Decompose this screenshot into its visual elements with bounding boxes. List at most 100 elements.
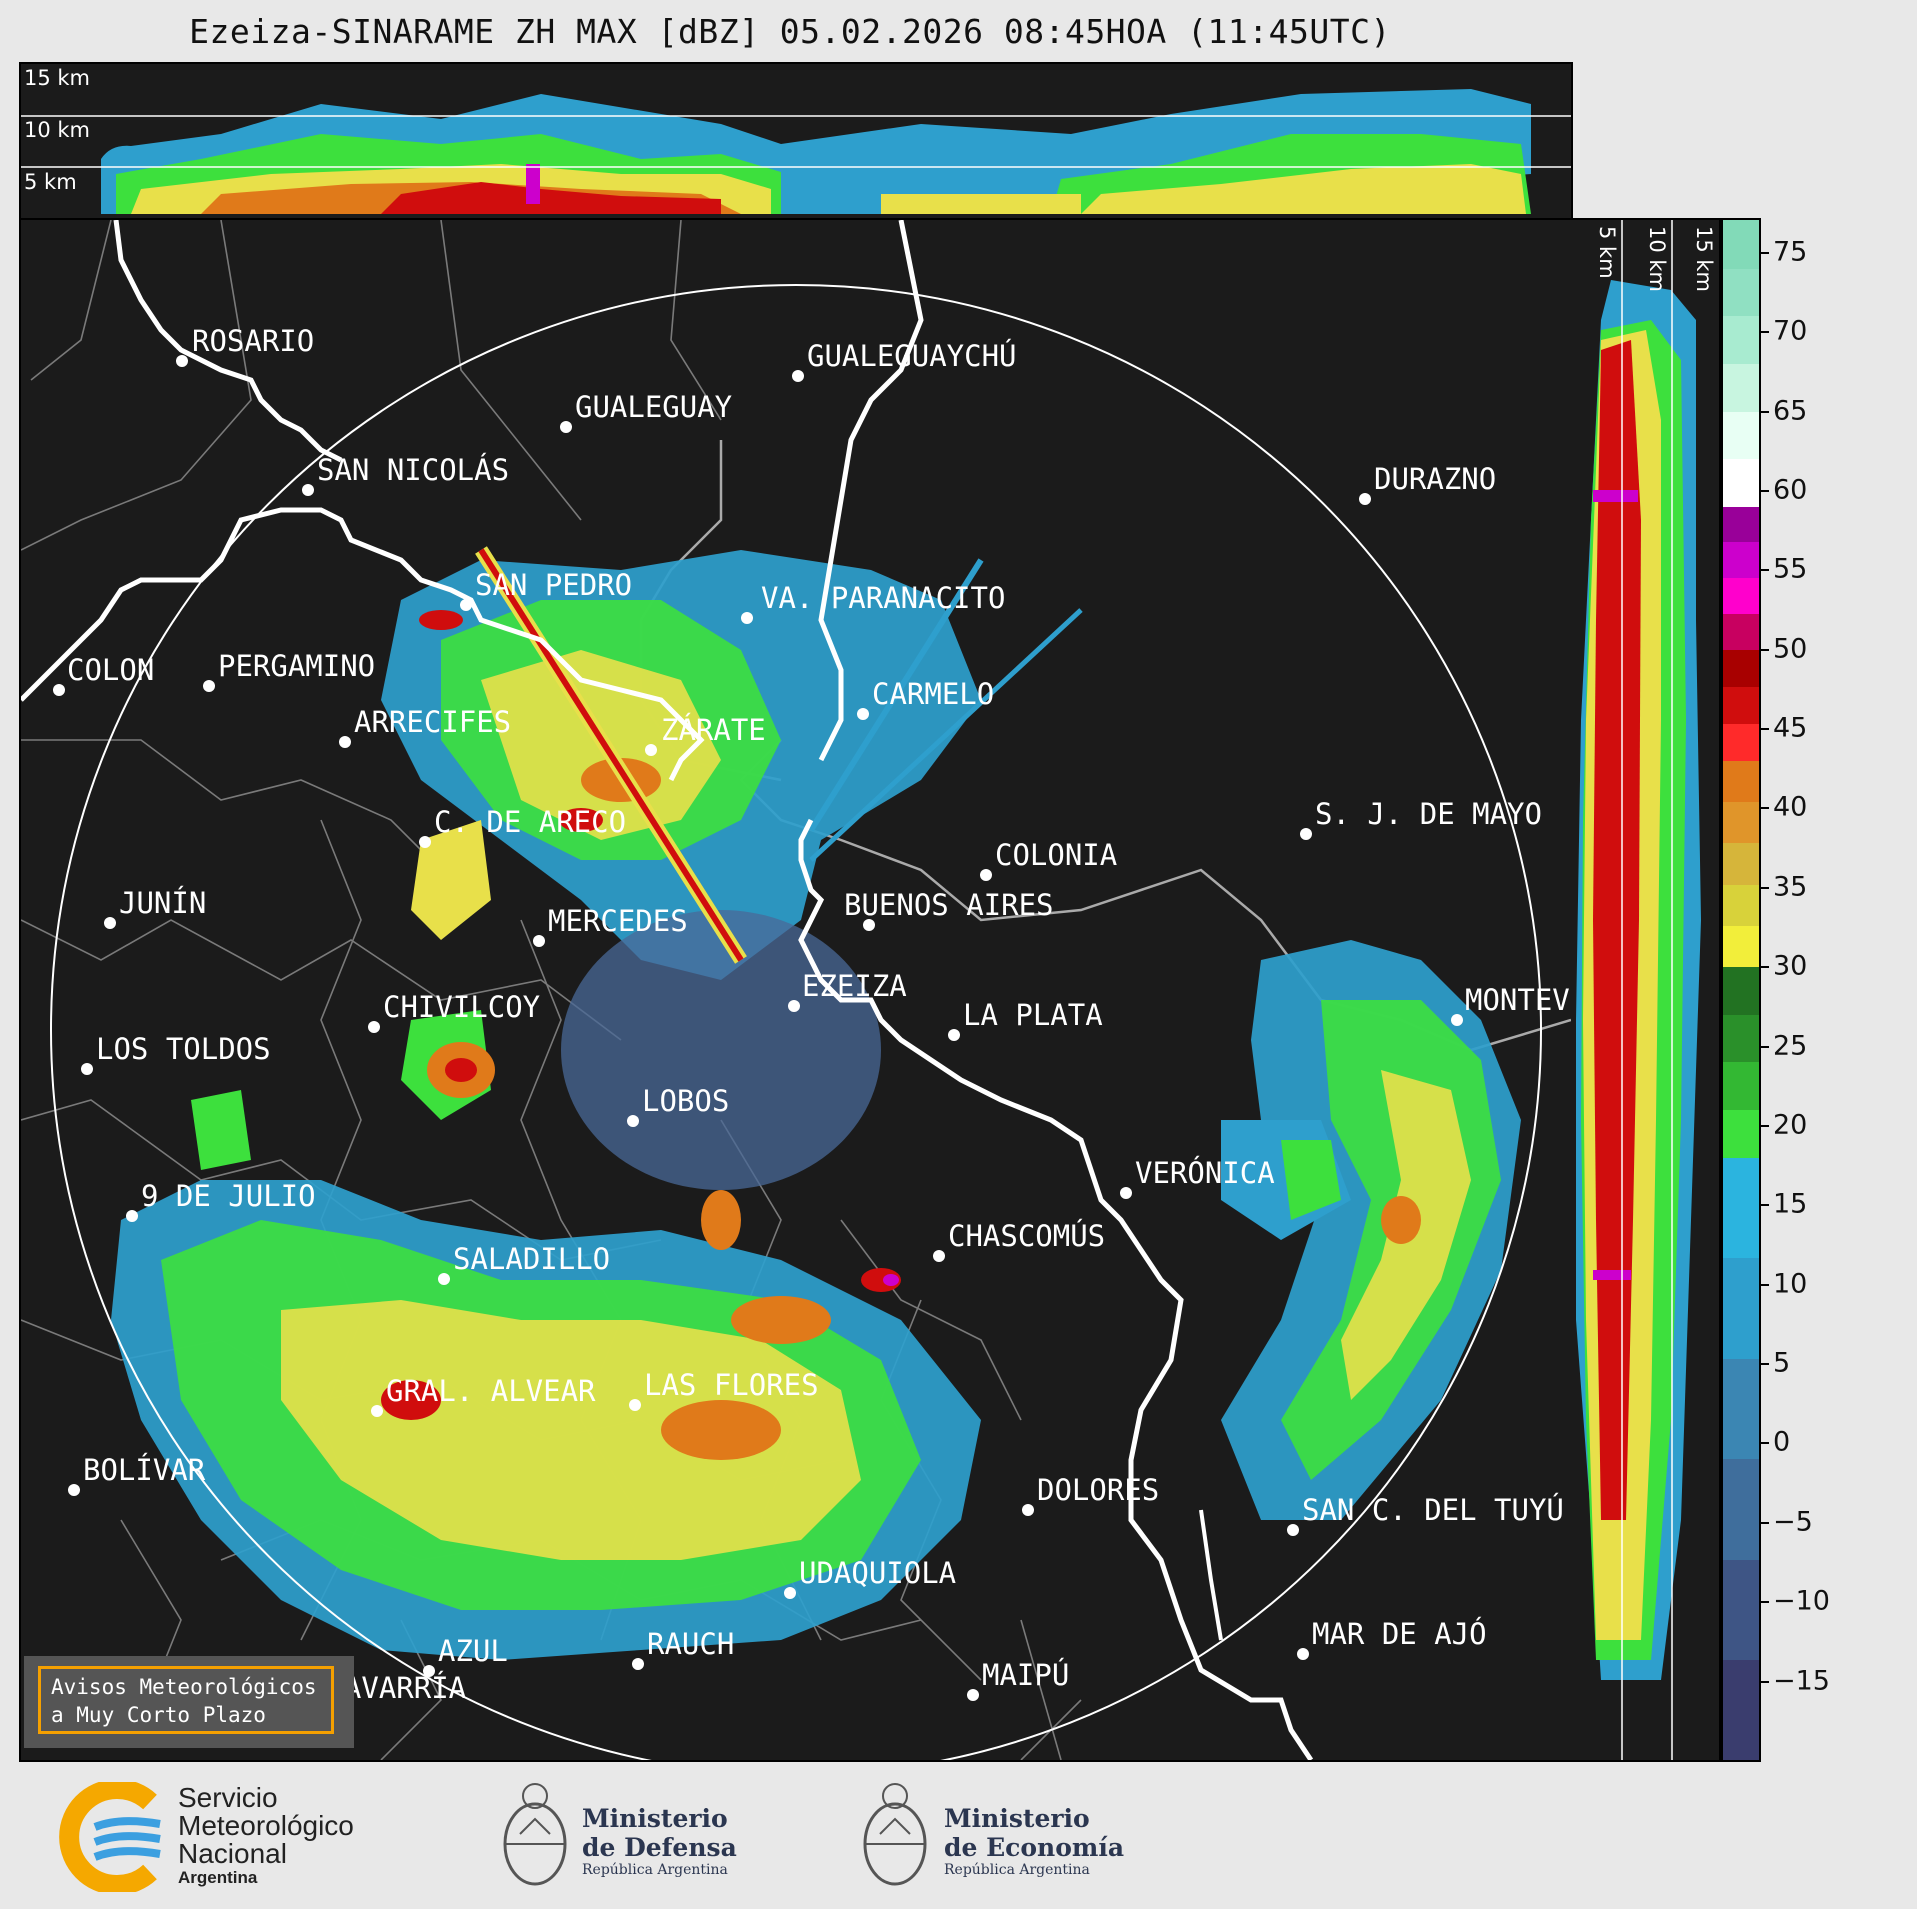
colorbar-tick-label: 70	[1773, 315, 1808, 347]
city-label-chascomus: CHASCOMÚS	[948, 1219, 1105, 1253]
city-label-durazno: DURAZNO	[1374, 462, 1496, 496]
avisos-box: Avisos Meteorológicos a Muy Corto Plazo	[24, 1656, 354, 1748]
city-label-maipu: MAIPÚ	[982, 1658, 1069, 1692]
colorbar-segment	[1723, 220, 1759, 269]
city-label-gualeguay: GUALEGUAY	[575, 390, 732, 424]
range-ring	[50, 284, 1542, 1760]
city-label-los-toldos: LOS TOLDOS	[96, 1032, 271, 1066]
colorbar-tick	[1759, 728, 1769, 731]
city-label-las-flores: LAS FLORES	[644, 1368, 819, 1402]
city-label-saladillo: SALADILLO	[453, 1242, 610, 1276]
side-cross-section-echoes	[1576, 220, 1701, 1760]
colorbar-tick-label: −15	[1773, 1665, 1830, 1697]
top-alt-label-15: 15 km	[24, 66, 91, 90]
city-label-rosario: ROSARIO	[192, 324, 314, 358]
economia-line-3: República Argentina	[944, 1862, 1090, 1878]
city-label-la-plata: LA PLATA	[963, 998, 1103, 1032]
colorbar-tick	[1759, 1521, 1769, 1524]
economia-coat-of-arms-icon	[863, 1783, 927, 1886]
economia-line-1: Ministerio	[944, 1804, 1090, 1833]
city-label-gral-alvear: GRAL. ALVEAR	[386, 1374, 596, 1408]
colorbar-tick-label: 75	[1773, 236, 1808, 268]
colorbar-segment	[1723, 1156, 1759, 1259]
city-label-mercedes: MERCEDES	[548, 904, 688, 938]
colorbar-tick	[1759, 1601, 1769, 1604]
colorbar-tick	[1759, 489, 1769, 492]
city-label-san-pedro: SAN PEDRO	[475, 568, 632, 602]
colorbar-tick-label: 0	[1773, 1426, 1791, 1458]
colorbar-tick	[1759, 251, 1769, 254]
city-label-carmelo: CARMELO	[872, 677, 994, 711]
side-cross-section-panel: 5 km 10 km 15 km	[1571, 218, 1721, 1762]
colorbar-segment	[1723, 410, 1759, 460]
chart-title: Ezeiza-SINARAME ZH MAX [dBZ] 05.02.2026 …	[189, 12, 1391, 51]
city-label-arrecifes: ARRECIFES	[354, 705, 511, 739]
colorbar-segment	[1723, 1061, 1759, 1111]
colorbar-segment	[1723, 362, 1759, 412]
colorbar-tick-label: 15	[1773, 1188, 1808, 1220]
colorbar-segment	[1723, 966, 1759, 1015]
colorbar-segment	[1723, 1257, 1759, 1359]
city-label-zarate: ZÁRATE	[661, 713, 766, 747]
smn-logo-icon	[59, 1782, 161, 1892]
colorbar-segment	[1723, 842, 1759, 885]
colorbar-segment	[1723, 612, 1759, 650]
colorbar-segment	[1723, 1109, 1759, 1158]
city-label-va-paranacito: VA. PARANACITO	[761, 581, 1005, 615]
colorbar-tick	[1759, 410, 1769, 413]
colorbar-tick-label: 35	[1773, 871, 1808, 903]
city-label-mar-de-ajo: MAR DE AJÓ	[1312, 1617, 1487, 1651]
city-label-lobos: LOBOS	[642, 1084, 729, 1118]
colorbar-tick-label: 55	[1773, 553, 1808, 585]
city-labels: ROSARIO GUALEGUAYCHÚ GUALEGUAY SAN NICOL…	[67, 324, 1570, 1705]
defensa-line-1: Ministerio	[582, 1804, 728, 1833]
city-label-montevideo: MONTEV	[1465, 983, 1570, 1017]
city-label-udaquiola: UDAQUIOLA	[799, 1556, 956, 1590]
city-label-chivilcoy: CHIVILCOY	[383, 990, 540, 1024]
city-label-ezeiza: EZEIZA	[802, 969, 907, 1003]
colorbar-segment	[1723, 1013, 1759, 1063]
city-label-san-c-del-tuyu: SAN C. DEL TUYÚ	[1302, 1493, 1564, 1527]
radar-map: ROSARIO GUALEGUAYCHÚ GUALEGUAY SAN NICOL…	[21, 220, 1571, 1760]
top-cross-section-echoes	[21, 89, 1571, 214]
city-label-pergamino: PERGAMINO	[218, 649, 375, 683]
smn-line-2: Meteorológico	[178, 1810, 354, 1841]
colorbar-tick	[1759, 1045, 1769, 1048]
colorbar-segment	[1723, 801, 1759, 844]
city-label-bolivar: BOLÍVAR	[83, 1453, 206, 1487]
colorbar-segment	[1723, 1357, 1759, 1460]
city-label-9-de-julio: 9 DE JULIO	[141, 1179, 316, 1213]
defensa-line-3: República Argentina	[582, 1862, 728, 1878]
colorbar-segment	[1723, 924, 1759, 968]
colorbar-tick-label: −10	[1773, 1585, 1830, 1617]
smn-line-4: Argentina	[178, 1868, 258, 1887]
colorbar-segment	[1723, 1458, 1759, 1560]
colorbar-tick-label: 40	[1773, 791, 1808, 823]
colorbar-segment	[1723, 1558, 1759, 1661]
rosario-river-line	[113, 220, 343, 463]
colorbar-tick	[1759, 966, 1769, 969]
colorbar-tick-label: 5	[1773, 1347, 1791, 1379]
economia-line-2: de Economía	[944, 1833, 1125, 1862]
city-label-veronica: VERÓNICA	[1135, 1156, 1275, 1190]
colorbar-segment	[1723, 759, 1759, 803]
city-label-colonia: COLONIA	[995, 838, 1117, 872]
coastline	[798, 818, 1314, 1760]
side-alt-label-10: 10 km	[1645, 226, 1669, 293]
colorbar-tick-label: 50	[1773, 633, 1808, 665]
colorbar-segment	[1723, 458, 1759, 507]
side-alt-label-5: 5 km	[1595, 226, 1619, 279]
colorbar-tick-label: −5	[1773, 1506, 1813, 1538]
colorbar-tick	[1759, 648, 1769, 651]
colorbar-segment	[1723, 1659, 1759, 1760]
colorbar-segment	[1723, 541, 1759, 579]
smn-line-1: Servicio	[178, 1782, 278, 1813]
city-label-gualeguaychu: GUALEGUAYCHÚ	[807, 339, 1017, 373]
side-alt-label-15: 15 km	[1692, 226, 1716, 293]
colorbar-tick-label: 30	[1773, 950, 1808, 982]
colorbar-tick-label: 10	[1773, 1268, 1808, 1300]
top-alt-label-5: 5 km	[24, 170, 77, 194]
top-alt-label-10: 10 km	[24, 118, 91, 142]
city-label-rauch: RAUCH	[647, 1627, 734, 1661]
colorbar-segment	[1723, 505, 1759, 543]
